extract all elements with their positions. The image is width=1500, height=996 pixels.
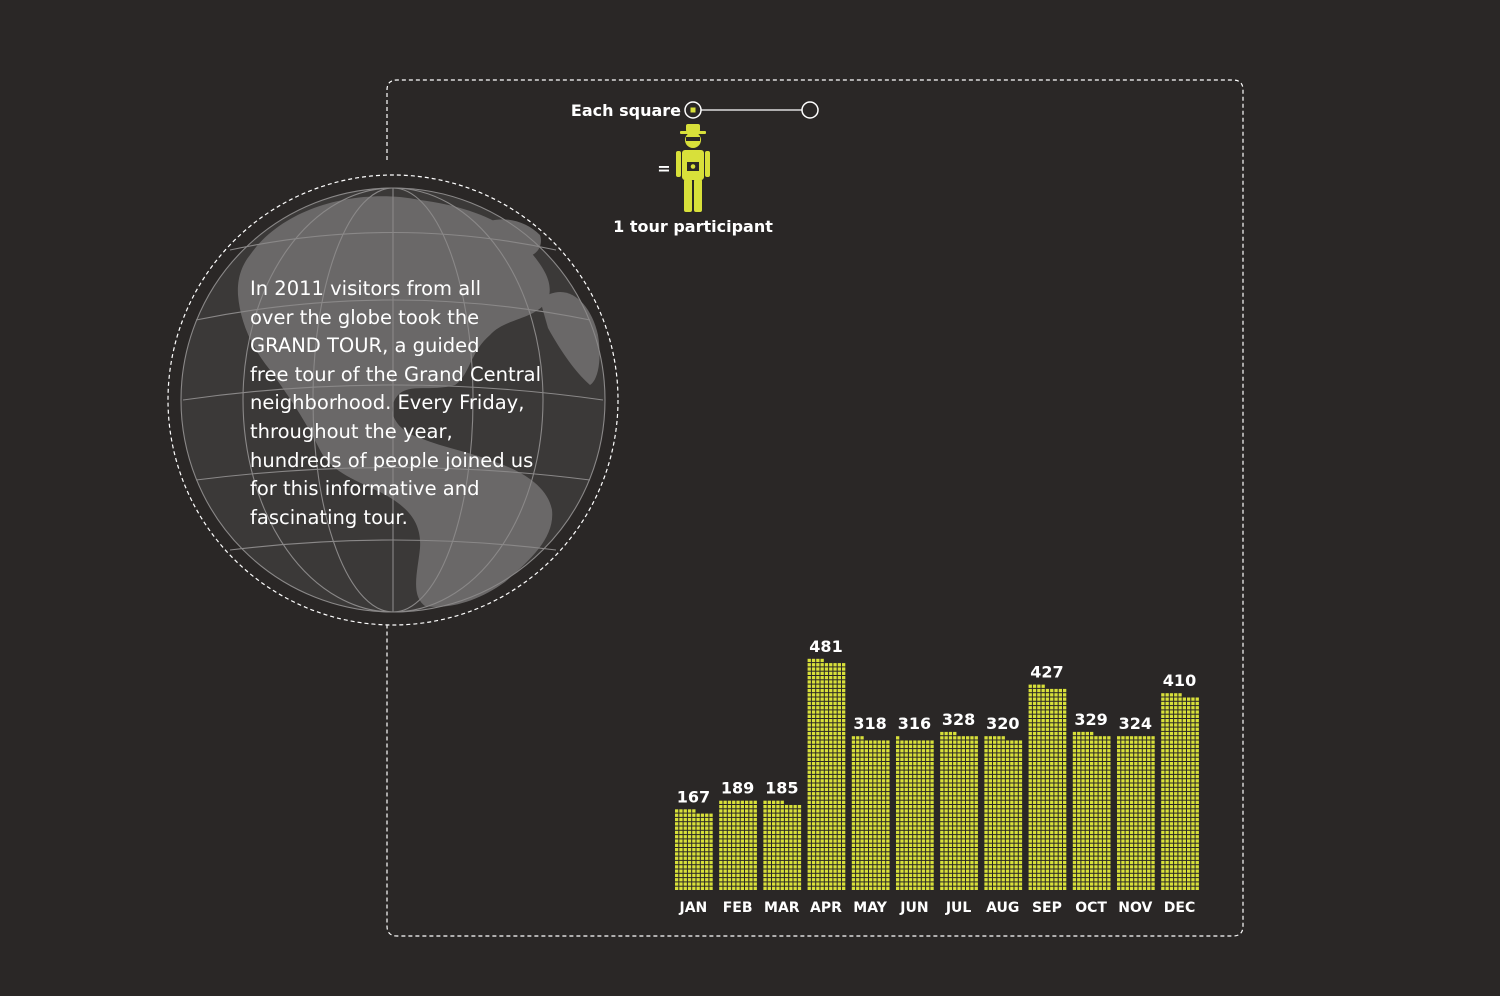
bar-aug xyxy=(984,736,1023,890)
bar-apr xyxy=(807,658,846,890)
globe-icon xyxy=(167,174,619,626)
month-label-may: MAY xyxy=(853,900,887,916)
value-labels: 167 189 185 481 318 316 328 320 427 329 324 410 xyxy=(677,637,1197,807)
month-label-jul: JUL xyxy=(945,900,972,916)
bar-may xyxy=(851,736,890,890)
chart-frame xyxy=(386,79,1244,937)
month-label-apr: APR xyxy=(810,900,842,916)
bar-jan xyxy=(675,809,713,890)
value-label-jun: 316 xyxy=(898,714,931,733)
value-label-mar: 185 xyxy=(765,779,798,798)
legend-unit: 1 tour participant xyxy=(613,217,773,236)
month-label-jan: JAN xyxy=(679,900,708,916)
value-label-dec: 410 xyxy=(1163,671,1196,690)
bars xyxy=(675,658,1199,890)
camera-icon xyxy=(687,162,699,171)
month-label-nov: NOV xyxy=(1118,900,1152,916)
value-label-aug: 320 xyxy=(986,714,1019,733)
intro-text: In 2011 visitors from all over the globe… xyxy=(250,277,542,529)
bar-jul xyxy=(940,731,978,890)
bar-jun xyxy=(896,736,934,890)
legend-each-square: Each square xyxy=(571,101,681,120)
value-label-jul: 328 xyxy=(942,710,975,729)
month-label-feb: FEB xyxy=(723,900,753,916)
month-label-mar: MAR xyxy=(764,900,800,916)
value-label-oct: 329 xyxy=(1074,710,1107,729)
month-label-aug: AUG xyxy=(986,900,1019,916)
legend: Each square = 1 tour participant xyxy=(571,101,819,236)
month-labels: JAN FEB MAR APR MAY JUN JUL AUG SEP OCT NOV DEC xyxy=(679,900,1196,916)
bar-sep xyxy=(1028,684,1067,890)
legend-ring-left xyxy=(684,101,702,119)
month-label-oct: OCT xyxy=(1075,900,1107,916)
value-label-may: 318 xyxy=(853,714,886,733)
month-label-jun: JUN xyxy=(899,900,928,916)
value-label-jan: 167 xyxy=(677,787,710,806)
month-label-dec: DEC xyxy=(1164,900,1195,916)
tourist-icon xyxy=(676,124,710,212)
value-label-sep: 427 xyxy=(1030,663,1063,682)
value-label-apr: 481 xyxy=(809,637,842,656)
continents xyxy=(237,196,600,607)
legend-equals: = xyxy=(657,159,670,178)
legend-ring-right xyxy=(801,101,819,119)
legend-square xyxy=(690,107,696,113)
bar-mar xyxy=(763,800,802,890)
globe-grid xyxy=(180,187,606,613)
value-label-feb: 189 xyxy=(721,779,754,798)
month-label-sep: SEP xyxy=(1032,900,1062,916)
value-label-nov: 324 xyxy=(1119,714,1152,733)
bar-nov xyxy=(1117,736,1155,890)
bar-feb xyxy=(719,800,757,890)
bar-oct xyxy=(1072,731,1111,890)
bar-dec xyxy=(1161,693,1199,890)
